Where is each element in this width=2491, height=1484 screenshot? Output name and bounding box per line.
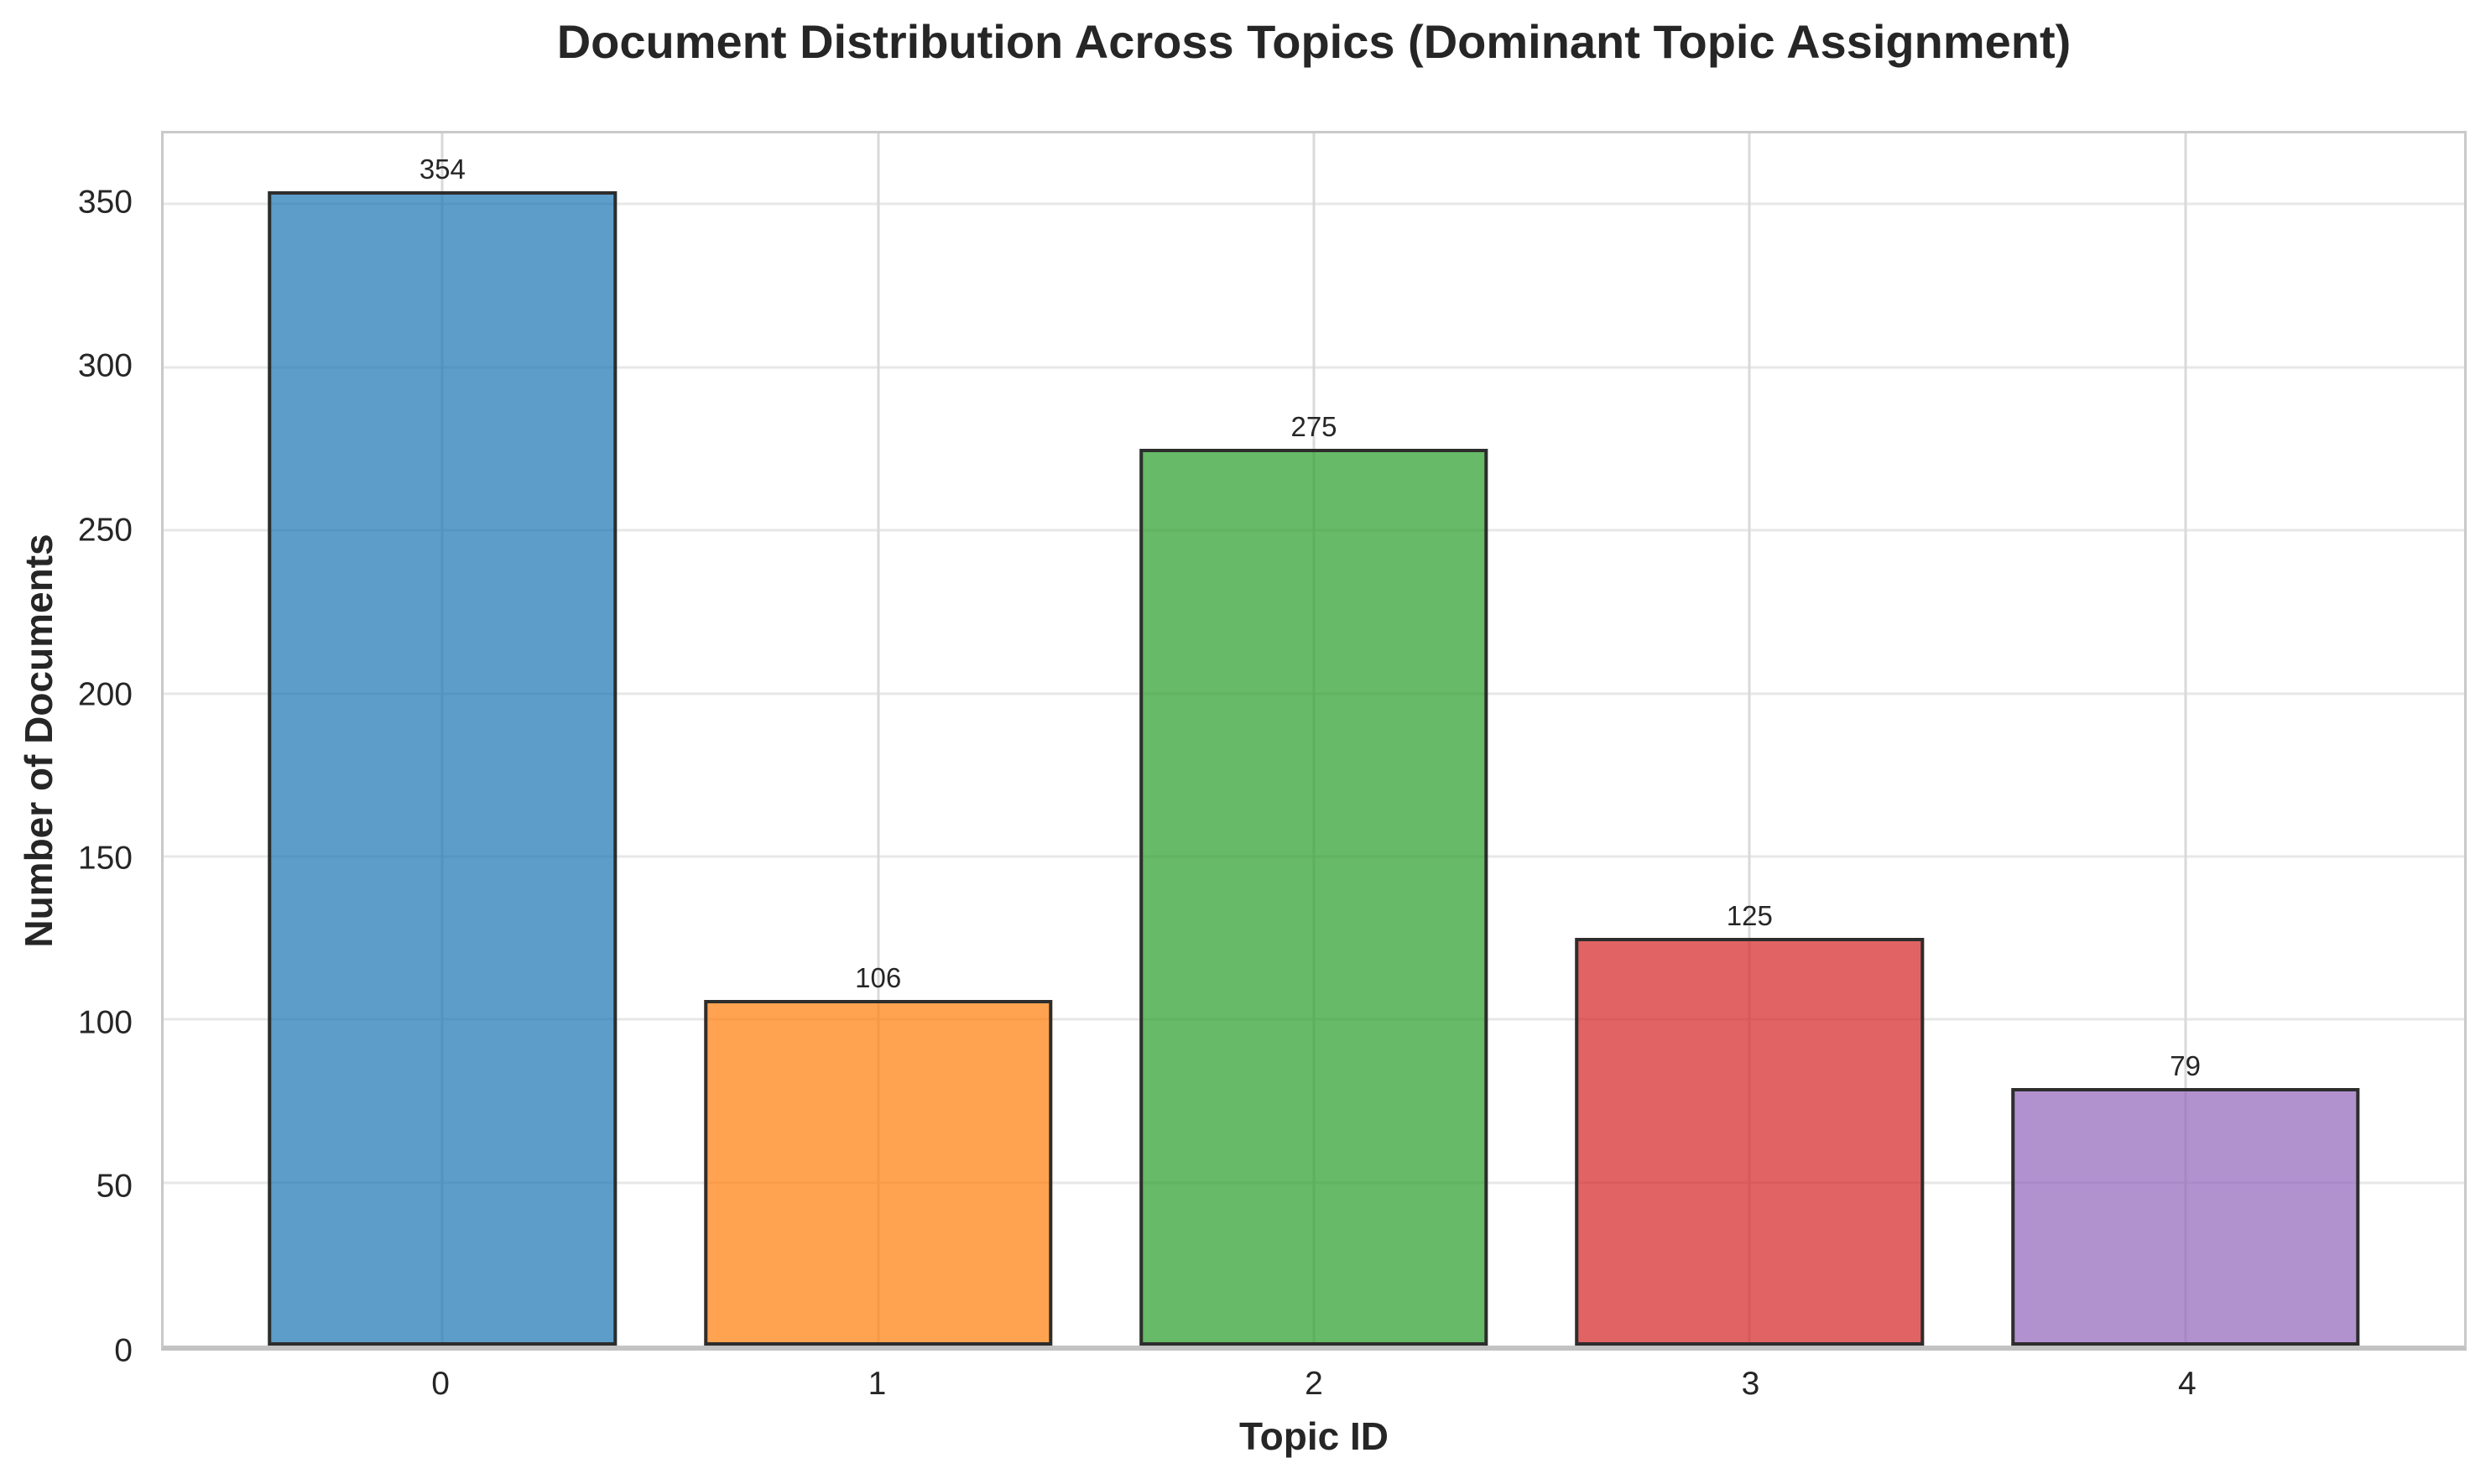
x-tick-label: 1 [868,1366,887,1402]
y-tick-label: 250 [77,512,133,549]
bar [268,190,618,1346]
y-tick-label: 100 [77,1004,133,1041]
bar-value-label: 106 [855,961,902,993]
bar [1575,938,1925,1346]
y-tick-label: 200 [77,676,133,713]
x-tick-label: 2 [1305,1366,1323,1402]
bar [1139,448,1488,1346]
bar-value-label: 125 [1726,900,1773,932]
y-tick-label: 150 [77,840,133,877]
gridline-vertical [2184,133,2187,1346]
bar [2010,1087,2360,1346]
y-tick-label: 350 [77,184,133,221]
bar-value-label: 275 [1290,410,1337,442]
bar-value-label: 79 [2170,1049,2201,1081]
y-tick-label: 50 [96,1168,133,1205]
bar-value-label: 354 [419,153,466,185]
x-tick-label: 4 [2178,1366,2197,1402]
x-axis-label: Topic ID [1238,1414,1389,1458]
chart-title: Document Distribution Across Topics (Dom… [556,15,2071,68]
y-tick-label: 300 [77,347,133,384]
gridline-vertical [877,133,880,1346]
y-tick-label: 0 [114,1332,133,1369]
x-tick-rail: 0 1 2 3 4 [161,1366,2467,1406]
x-tick-label: 0 [431,1366,450,1402]
gridline-vertical [1748,133,1751,1346]
x-tick-label: 3 [1741,1366,1760,1402]
bar [703,999,1053,1346]
y-tick-rail: 0 50 100 150 200 250 300 350 [0,131,133,1367]
plot-area: 354 106 275 125 79 [161,131,2467,1351]
